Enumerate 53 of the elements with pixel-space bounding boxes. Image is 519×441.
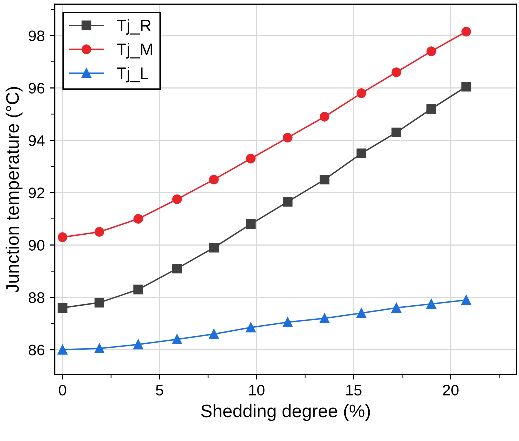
point — [134, 214, 144, 224]
y-tick-label: 92 — [29, 188, 45, 199]
point — [172, 194, 182, 204]
point — [94, 227, 105, 238]
legend-label: Tj_M — [117, 43, 152, 59]
point — [58, 303, 68, 313]
legend-label: Tj_L — [117, 67, 149, 83]
point — [209, 174, 220, 185]
y-tick-label: 90 — [29, 240, 45, 251]
point — [426, 46, 436, 56]
x-tick-label: 0 — [59, 384, 66, 396]
y-tick-label: 88 — [28, 292, 45, 304]
point — [209, 329, 220, 340]
point — [172, 334, 182, 344]
point — [246, 154, 256, 164]
point — [134, 340, 144, 350]
x-axis-title: Shedding degree (%) — [201, 404, 370, 422]
point — [134, 284, 144, 295]
y-tick-label: 86 — [28, 344, 45, 356]
point — [283, 133, 293, 143]
point — [356, 88, 367, 98]
point — [356, 308, 367, 318]
point — [283, 197, 293, 207]
point — [320, 112, 330, 122]
x-tick-label: 20 — [443, 384, 459, 396]
point — [209, 243, 220, 253]
point — [94, 298, 105, 308]
point — [356, 148, 367, 158]
x-tick-label: 15 — [346, 385, 362, 396]
point — [172, 264, 182, 274]
point — [462, 27, 472, 37]
point — [392, 68, 402, 78]
point — [246, 219, 256, 230]
point — [246, 322, 256, 333]
y-tick-label: 96 — [29, 83, 45, 94]
point — [392, 303, 402, 313]
point — [320, 174, 330, 185]
y-tick-label: 94 — [29, 135, 45, 146]
point — [58, 232, 68, 242]
point — [94, 344, 105, 354]
point — [320, 314, 330, 324]
point — [283, 318, 293, 328]
point — [426, 299, 436, 310]
y-tick-label: 98 — [29, 30, 45, 42]
point — [58, 345, 68, 355]
point — [426, 104, 436, 114]
legend-label: Tj_R — [117, 19, 152, 35]
point — [462, 295, 472, 306]
point — [462, 82, 472, 92]
x-tick-label: 5 — [156, 385, 164, 396]
y-axis-title: Junction temperature (°C) — [6, 87, 23, 293]
x-tick-label: 10 — [250, 384, 265, 396]
point — [392, 128, 402, 138]
